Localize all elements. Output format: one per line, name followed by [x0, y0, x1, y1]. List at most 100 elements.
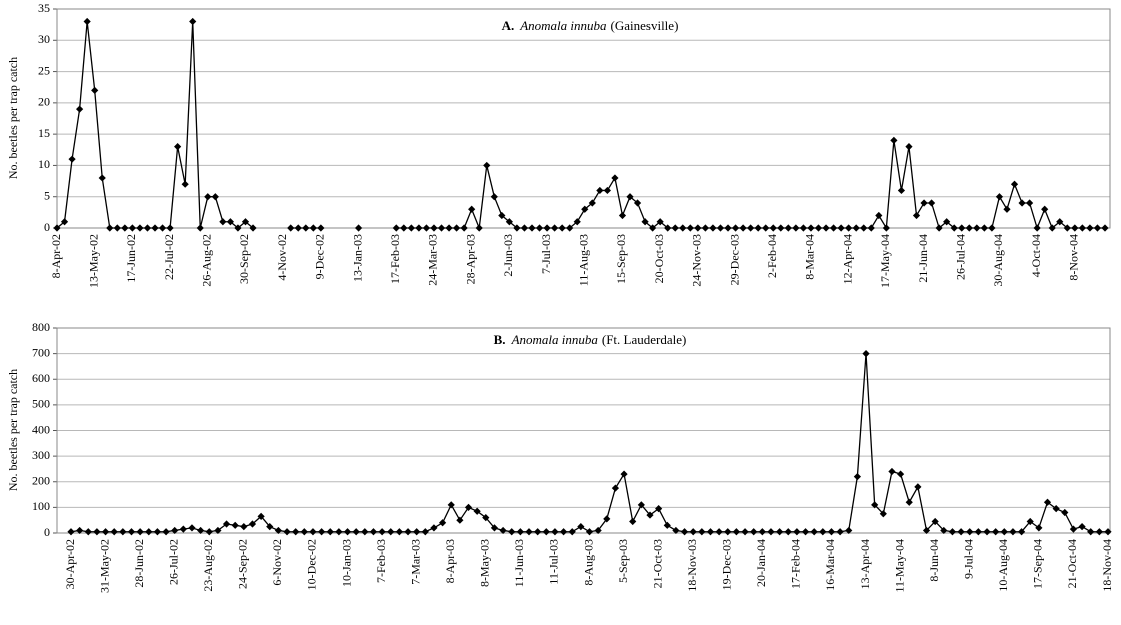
data-point	[241, 218, 250, 226]
data-point	[671, 224, 679, 232]
x-tick-label: 21-Oct-03	[650, 539, 664, 588]
data-point	[1095, 528, 1103, 536]
data-point	[68, 155, 76, 163]
data-point	[294, 224, 302, 232]
data-point	[158, 224, 167, 232]
data-point	[395, 528, 403, 536]
data-point	[559, 528, 568, 536]
data-point	[266, 522, 274, 531]
data-point	[1003, 205, 1011, 213]
x-tick-label: 13-Jan-03	[350, 234, 364, 282]
y-tick-label: 0	[44, 525, 50, 539]
data-point	[84, 528, 92, 536]
data-point	[1061, 508, 1069, 517]
data-point	[143, 224, 152, 232]
data-point	[98, 174, 106, 182]
x-tick-label: 21-Jun-04	[916, 234, 930, 283]
data-point	[829, 224, 838, 232]
data-point	[1071, 224, 1079, 232]
data-point	[335, 528, 343, 536]
x-tick-label: 2-Jun-03	[501, 234, 515, 277]
data-point	[871, 501, 879, 509]
x-tick-label: 20-Oct-03	[652, 234, 666, 283]
x-tick-label: 8-May-03	[478, 539, 492, 587]
data-point	[716, 224, 725, 232]
x-tick-label: 8-Mar-04	[803, 234, 817, 280]
data-point	[343, 528, 352, 536]
data-point	[646, 511, 654, 519]
data-point	[543, 224, 551, 232]
x-tick-label: 8-Apr-02	[49, 234, 63, 278]
data-point	[248, 520, 257, 528]
data-point	[226, 218, 235, 226]
y-tick-label: 5	[44, 188, 50, 202]
data-point	[799, 224, 808, 232]
x-tick-label: 18-Nov-03	[685, 539, 699, 592]
data-point	[1041, 205, 1049, 213]
data-point	[750, 528, 758, 536]
data-point	[53, 224, 61, 232]
data-point	[482, 514, 490, 522]
data-point	[724, 528, 732, 536]
data-point	[882, 224, 890, 232]
y-tick-label: 600	[32, 371, 50, 385]
data-point	[810, 528, 818, 536]
data-point	[317, 224, 325, 232]
x-tick-label: 12-Apr-04	[840, 234, 854, 284]
data-point	[421, 528, 429, 536]
data-point	[1093, 224, 1102, 232]
data-line	[70, 353, 1108, 533]
data-point	[128, 224, 136, 232]
data-point	[136, 224, 144, 232]
data-point	[240, 522, 248, 531]
data-point	[508, 528, 516, 536]
y-tick-label: 300	[32, 448, 50, 462]
data-point	[222, 520, 231, 528]
data-point	[983, 528, 991, 536]
data-point	[430, 524, 438, 532]
x-tick-label: 26-Jul-04	[953, 234, 967, 280]
y-tick-label: 0	[44, 220, 50, 234]
data-point	[754, 224, 762, 232]
data-point	[637, 501, 645, 509]
data-point	[950, 224, 958, 232]
data-point	[174, 143, 182, 151]
data-point	[914, 483, 922, 491]
data-point	[641, 218, 649, 226]
data-point	[845, 224, 853, 232]
data-point	[784, 528, 792, 536]
x-tick-label: 24-Sep-02	[236, 539, 250, 589]
data-point	[836, 528, 844, 536]
data-point	[611, 174, 619, 182]
x-tick-label: 30-Aug-04	[991, 234, 1005, 287]
data-point	[438, 519, 447, 527]
data-point	[166, 224, 174, 232]
data-point	[214, 526, 222, 535]
x-tick-label: 4-Oct-04	[1029, 234, 1043, 277]
x-tick-label: 10-Dec-02	[305, 539, 319, 590]
data-point	[655, 505, 663, 513]
x-tick-label: 26-Jul-02	[166, 539, 180, 585]
data-point	[404, 528, 412, 536]
data-point	[490, 524, 499, 532]
data-point	[603, 186, 611, 195]
data-point	[1035, 524, 1043, 532]
data-point	[920, 199, 928, 207]
title-species: Anomala innuba	[511, 332, 599, 347]
data-point	[827, 528, 836, 536]
x-tick-label: 10-Jan-03	[339, 539, 353, 587]
x-tick-label: 29-Dec-03	[727, 234, 741, 285]
data-point	[992, 528, 1000, 536]
data-point	[430, 224, 438, 232]
data-point	[473, 507, 481, 515]
data-point	[819, 528, 827, 536]
data-point	[101, 528, 110, 536]
data-point	[274, 526, 282, 535]
data-point	[447, 501, 455, 509]
data-point	[577, 522, 585, 531]
data-point	[888, 467, 896, 476]
data-point	[801, 528, 810, 536]
data-point	[715, 528, 723, 536]
data-point	[603, 515, 611, 523]
